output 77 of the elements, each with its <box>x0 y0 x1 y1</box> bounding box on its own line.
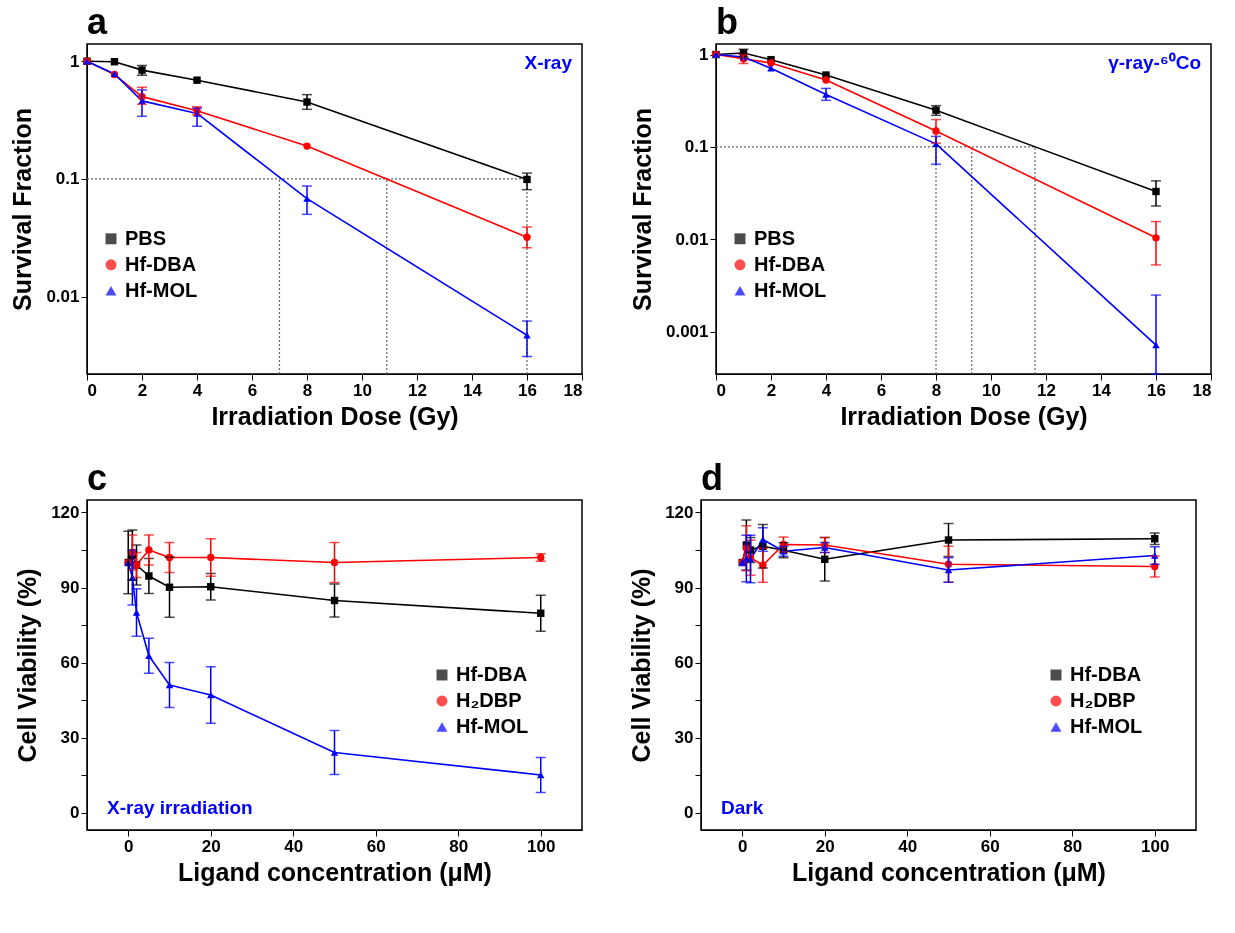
y-tick-label: 90 <box>674 578 694 597</box>
x-tick-label: 12 <box>1037 380 1056 400</box>
x-tick-label: 10 <box>982 380 1001 400</box>
y-tick-label: 30 <box>674 728 694 747</box>
x-tick-label: 18 <box>1192 380 1212 400</box>
annotation: X-ray irradiation <box>107 797 253 818</box>
x-tick-label: 80 <box>1063 836 1083 856</box>
x-tick-label: 80 <box>449 836 469 856</box>
legend-label: Hf-DBA <box>125 252 197 275</box>
legend-label: PBS <box>125 226 167 249</box>
y-tick-label: 30 <box>60 728 80 747</box>
legend-label: Hf-DBA <box>754 252 826 275</box>
x-tick-label: 12 <box>408 380 427 400</box>
legend-label: Hf-DBA <box>456 663 528 685</box>
y-tick-label: 0.01 <box>675 229 709 249</box>
x-axis-title: Ligand concentration (μM) <box>792 857 1106 886</box>
legend-label: H₂DBP <box>456 689 522 711</box>
y-tick-label: 1 <box>70 51 80 71</box>
y-tick-label: 0 <box>70 803 80 822</box>
chart-title: a <box>87 1 108 42</box>
y-tick-label: 90 <box>60 578 80 597</box>
x-axis-title: Ligand concentration (μM) <box>178 857 492 886</box>
x-tick-label: 4 <box>192 380 203 400</box>
x-tick-label: 40 <box>284 836 304 856</box>
legend-label: H₂DBP <box>1070 689 1136 711</box>
y-tick-label: 0.001 <box>665 322 709 342</box>
y-tick-label: 0 <box>684 803 694 822</box>
x-tick-label: 100 <box>1141 836 1170 856</box>
x-tick-label: 8 <box>931 380 942 400</box>
x-tick-label: 8 <box>302 380 313 400</box>
annotation: Dark <box>721 797 764 818</box>
y-axis-title: Survival Fraction <box>8 108 37 311</box>
y-axis-title: Survival Fraction <box>627 108 656 311</box>
legend-label: Hf-MOL <box>125 278 198 301</box>
x-tick-label: 16 <box>1147 380 1166 400</box>
x-tick-label: 100 <box>527 836 556 856</box>
x-tick-label: 60 <box>366 836 386 856</box>
x-tick-label: 2 <box>137 380 148 400</box>
x-tick-label: 10 <box>353 380 372 400</box>
x-tick-label: 2 <box>766 380 777 400</box>
chart-title: d <box>701 457 723 498</box>
x-tick-label: 60 <box>980 836 1000 856</box>
legend-label: PBS <box>754 226 796 249</box>
legend-label: Hf-MOL <box>754 278 827 301</box>
x-axis-title: Irradiation Dose (Gy) <box>211 401 459 430</box>
y-tick-label: 0.01 <box>46 287 80 307</box>
x-tick-label: 14 <box>1092 380 1112 400</box>
x-tick-label: 40 <box>898 836 918 856</box>
annotation: γ-ray-⁶⁰Co <box>1108 52 1201 73</box>
y-tick-label: 1 <box>699 45 709 65</box>
y-tick-label: 0.1 <box>684 137 709 157</box>
x-tick-label: 6 <box>247 380 258 400</box>
x-tick-label: 0 <box>716 380 726 400</box>
x-tick-label: 16 <box>518 380 537 400</box>
annotation: X-ray <box>524 52 573 73</box>
y-tick-label: 120 <box>51 503 80 522</box>
y-tick-label: 60 <box>674 653 694 672</box>
chart-title: c <box>87 457 108 498</box>
legend-label: Hf-DBA <box>1070 663 1142 685</box>
x-tick-label: 0 <box>124 836 134 856</box>
chart-title: b <box>716 1 738 42</box>
y-axis-title: Cell Viability (%) <box>627 568 656 763</box>
x-tick-label: 0 <box>738 836 748 856</box>
x-tick-label: 0 <box>87 380 97 400</box>
x-tick-label: 4 <box>821 380 832 400</box>
x-tick-label: 14 <box>463 380 483 400</box>
x-tick-label: 18 <box>563 380 583 400</box>
x-tick-label: 20 <box>201 836 221 856</box>
y-tick-label: 0.1 <box>55 169 80 189</box>
x-tick-label: 20 <box>815 836 835 856</box>
y-tick-label: 120 <box>665 503 694 522</box>
y-tick-label: 60 <box>60 653 80 672</box>
x-axis-title: Irradiation Dose (Gy) <box>840 401 1088 430</box>
x-tick-label: 6 <box>876 380 887 400</box>
legend-label: Hf-MOL <box>1070 715 1143 737</box>
legend-label: Hf-MOL <box>456 715 529 737</box>
y-axis-title: Cell Viability (%) <box>13 568 42 763</box>
